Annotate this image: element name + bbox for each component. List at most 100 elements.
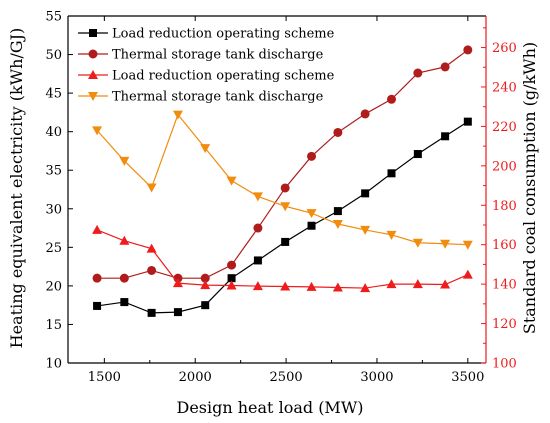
x-tick-label: 1500: [88, 370, 121, 385]
series-1-point: [463, 117, 472, 126]
series-3-point: [146, 243, 157, 253]
series-3-point: [92, 224, 103, 234]
series-1-point: [253, 256, 262, 265]
series-3-point: [200, 280, 211, 290]
series-4-point: [360, 225, 371, 235]
series-2-point: [386, 94, 396, 104]
series-1-point: [361, 189, 370, 198]
y-right-tick-label: 240: [492, 80, 517, 95]
series-4-point: [92, 126, 103, 136]
axes: 1500 2000 2500 3000 3500 10 15 20 25 30 35 40 45 50 55…: [45, 10, 516, 386]
series-2-point: [147, 265, 157, 275]
legend-item-4: Thermal storage tank discharge: [78, 90, 324, 105]
y-right-tick-label: 220: [492, 120, 517, 135]
series-4-line: [96, 113, 468, 246]
series-1-point: [147, 308, 156, 317]
legend-swatch-marker: [88, 92, 98, 101]
series-1-point: [201, 301, 210, 310]
series-4-point: [280, 202, 291, 212]
series-2-point: [413, 68, 423, 78]
series-2-point: [119, 273, 129, 283]
series-4-point: [332, 220, 343, 230]
series-1-point: [93, 301, 102, 310]
series-4-point: [146, 183, 157, 193]
y-right-tick-label: 140: [492, 278, 517, 293]
y-right-tick-label: 180: [492, 199, 517, 214]
series-1-point: [387, 169, 396, 178]
y-left-tick-label: 10: [45, 357, 62, 372]
series-4-point: [252, 192, 263, 202]
series-2-point: [92, 273, 102, 283]
y-left-tick-label: 50: [45, 48, 62, 63]
series-3-point: [332, 282, 343, 292]
legend-swatch-marker: [89, 29, 97, 37]
x-tick-label: 2500: [270, 370, 303, 385]
y-right-tick-label: 100: [492, 357, 517, 372]
series-1-point: [333, 207, 342, 216]
series-4-point: [386, 230, 397, 240]
legend-label: Load reduction operating scheme: [112, 27, 335, 42]
series-3-point: [440, 279, 451, 289]
series-1-point: [120, 298, 129, 307]
y-axis-right-title: Standard coal consumption (g/kWh): [520, 42, 539, 334]
series-2-point: [360, 109, 370, 119]
y-left-tick-label: 35: [45, 164, 62, 179]
legend-item-3: Load reduction operating scheme: [78, 69, 335, 84]
y-left-tick-label: 55: [45, 10, 62, 25]
series-4-point: [440, 239, 451, 249]
y-right-tick-label: 200: [492, 159, 517, 174]
x-tick-label: 3500: [451, 370, 484, 385]
series-2-point: [307, 151, 317, 161]
legend: Load reduction operating scheme Thermal s…: [78, 27, 335, 105]
legend-item-2: Thermal storage tank discharge: [78, 48, 324, 63]
series-2-point: [463, 45, 473, 55]
series-4-point: [462, 240, 473, 250]
legend-label: Thermal storage tank discharge: [112, 90, 324, 105]
series-1-point: [173, 308, 182, 317]
series-4-point: [172, 110, 183, 120]
y-left-tick-label: 25: [45, 241, 62, 256]
series-4: [92, 110, 473, 250]
x-axis-title: Design heat load (MW): [176, 398, 363, 417]
series-1-point: [227, 274, 236, 283]
y-left-tick-label: 15: [45, 318, 62, 333]
series-3-point: [386, 279, 397, 289]
series-3-point: [462, 269, 473, 279]
y-axis-left-title: Heating equivalent electricity (kWh/GJ): [7, 28, 26, 349]
series-2-point: [280, 183, 290, 193]
series-3-point: [252, 281, 263, 291]
series-1-point: [413, 150, 422, 159]
series-2-point: [440, 62, 450, 72]
series-4-point: [200, 144, 211, 154]
series-3-point: [360, 283, 371, 293]
legend-item-1: Load reduction operating scheme: [78, 27, 335, 42]
series-3-point: [306, 281, 317, 291]
series-1-point: [307, 221, 316, 230]
series-3-point: [172, 278, 183, 288]
y-left-tick-label: 20: [45, 279, 62, 294]
series-layer: [92, 45, 473, 317]
series-3: [92, 224, 473, 293]
legend-label: Thermal storage tank discharge: [112, 48, 324, 63]
series-3-point: [119, 235, 130, 245]
series-2-point: [253, 223, 263, 233]
y-right-tick-label: 120: [492, 317, 517, 332]
series-1-point: [281, 237, 290, 246]
y-right-tick-label: 260: [492, 41, 517, 56]
series-3-point: [280, 281, 291, 291]
series-1: [93, 117, 472, 317]
y-left-tick-label: 45: [45, 87, 62, 102]
series-1-point: [441, 132, 450, 141]
series-4-point: [226, 176, 237, 186]
x-tick-label: 3000: [360, 370, 393, 385]
legend-label: Load reduction operating scheme: [112, 69, 335, 84]
series-2-point: [333, 127, 343, 137]
series-3-point: [412, 279, 423, 289]
y-right-tick-label: 160: [492, 238, 517, 253]
series-4-point: [306, 209, 317, 219]
y-left-tick-label: 40: [45, 125, 62, 140]
series-2-point: [200, 273, 210, 283]
y-left-tick-label: 30: [45, 202, 62, 217]
legend-swatch-marker: [88, 49, 98, 59]
